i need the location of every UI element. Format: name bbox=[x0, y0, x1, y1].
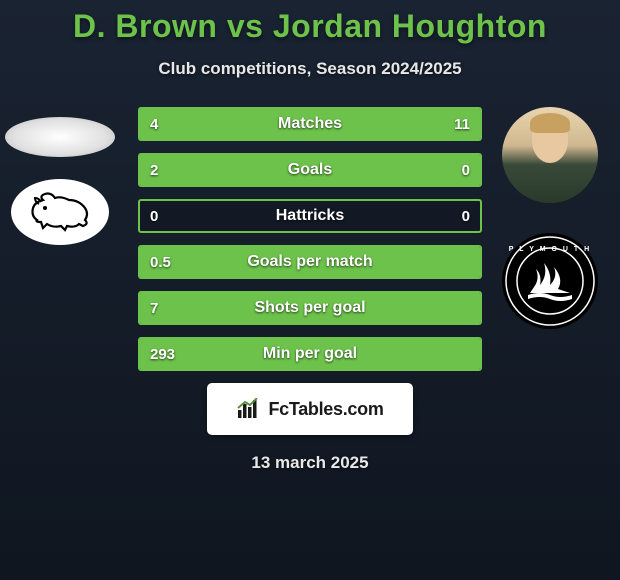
stat-label: Shots per goal bbox=[140, 293, 480, 323]
stat-row: 293Min per goal bbox=[138, 337, 482, 371]
stat-label: Min per goal bbox=[140, 339, 480, 369]
stat-label: Goals bbox=[140, 155, 480, 185]
player-left-column bbox=[0, 107, 120, 245]
club-logo-plymouth: P L Y M O U T H bbox=[500, 231, 600, 331]
stat-label: Matches bbox=[140, 109, 480, 139]
stats-block: 411Matches 20Goals 00Hattricks 0.5Goals per… bbox=[138, 107, 482, 383]
subtitle: Club competitions, Season 2024/2025 bbox=[0, 59, 620, 79]
player-left-avatar-placeholder bbox=[5, 117, 115, 157]
player-right-column: P L Y M O U T H bbox=[490, 107, 610, 331]
ram-icon bbox=[25, 190, 95, 234]
stat-row: 00Hattricks bbox=[138, 199, 482, 233]
comparison-card: D. Brown vs Jordan Houghton Club competi… bbox=[0, 0, 620, 473]
stat-row: 7Shots per goal bbox=[138, 291, 482, 325]
date-label: 13 march 2025 bbox=[0, 453, 620, 473]
stat-row: 20Goals bbox=[138, 153, 482, 187]
club-logo-derby bbox=[11, 179, 109, 245]
stat-row: 0.5Goals per match bbox=[138, 245, 482, 279]
attribution-badge: FcTables.com bbox=[207, 383, 413, 435]
stat-label: Goals per match bbox=[140, 247, 480, 277]
svg-text:P L Y M O U T H: P L Y M O U T H bbox=[509, 246, 591, 253]
bars-icon bbox=[236, 398, 262, 420]
player-right-avatar bbox=[502, 107, 598, 203]
stat-row: 411Matches bbox=[138, 107, 482, 141]
comparison-area: P L Y M O U T H 411Matches 20Goals 00Hattr… bbox=[0, 107, 620, 367]
page-title: D. Brown vs Jordan Houghton bbox=[0, 8, 620, 45]
plymouth-badge-icon: P L Y M O U T H bbox=[500, 231, 600, 331]
attribution-text: FcTables.com bbox=[268, 399, 383, 420]
stat-label: Hattricks bbox=[140, 201, 480, 231]
